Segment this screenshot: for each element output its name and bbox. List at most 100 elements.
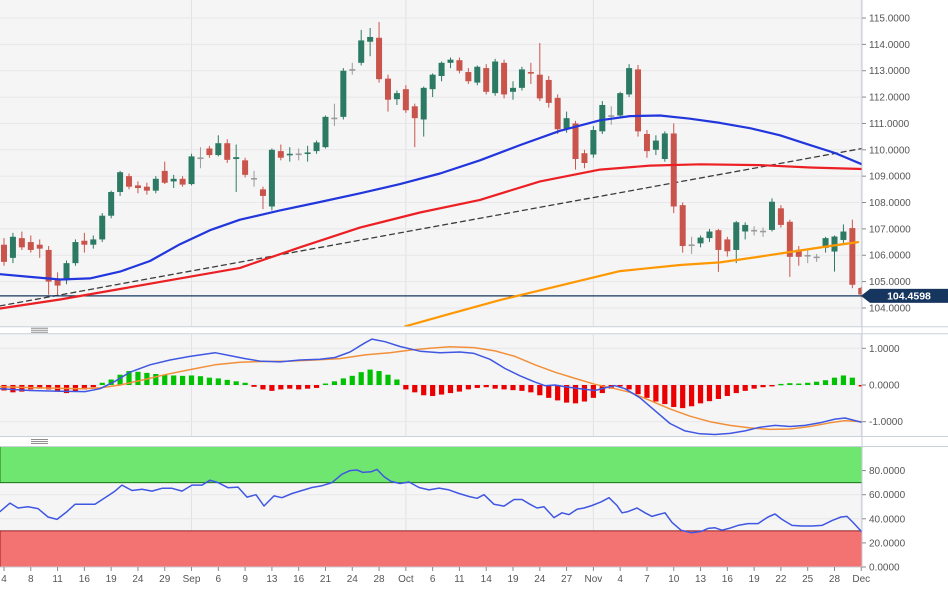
- candle-body: [36, 244, 43, 249]
- candle-body: [233, 157, 240, 160]
- macd-histogram-bar: [403, 385, 409, 390]
- candle: [27, 235, 34, 253]
- candle-body: [411, 106, 418, 119]
- time-axis-label: 22: [775, 574, 787, 585]
- time-axis-label: 21: [320, 574, 332, 585]
- candle-body: [465, 72, 472, 82]
- panel-resize-handle-1-bar[interactable]: [0, 326, 948, 334]
- time-axis-label: 11: [454, 574, 465, 585]
- macd-histogram-bar: [456, 385, 463, 392]
- macd-histogram-bar: [126, 371, 132, 385]
- macd-histogram-bar: [19, 385, 25, 392]
- drag-handle-icon[interactable]: [31, 327, 48, 333]
- candle: [295, 148, 302, 161]
- candle-body: [786, 221, 793, 257]
- panel-resize-handle-2[interactable]: [0, 436, 948, 447]
- candle: [661, 131, 668, 162]
- candle-body: [268, 149, 275, 207]
- candle: [90, 235, 97, 249]
- candle-body: [126, 176, 133, 187]
- candle-body: [420, 87, 427, 120]
- candle-body: [795, 249, 802, 257]
- candle: [331, 103, 338, 127]
- time-axis-label: 9: [242, 574, 248, 585]
- candle: [161, 161, 168, 185]
- candle: [340, 68, 347, 120]
- candle: [170, 174, 177, 189]
- panel-resize-handle-2-bar[interactable]: [0, 436, 948, 447]
- candle: [18, 231, 25, 250]
- macd-histogram-bar: [296, 385, 302, 390]
- axis-tick-label: 60.0000: [869, 490, 906, 501]
- candle-body: [590, 130, 597, 155]
- candle: [286, 147, 293, 162]
- candle-body: [349, 69, 356, 71]
- time-axis-label: 13: [695, 574, 707, 585]
- candle: [411, 103, 418, 148]
- macd-histogram-bar: [805, 382, 811, 385]
- candle: [233, 144, 240, 192]
- time-axis-label: 19: [749, 574, 761, 585]
- candle: [447, 57, 454, 69]
- candle-body: [143, 186, 150, 191]
- candle: [117, 170, 124, 196]
- macd-histogram-bar: [447, 385, 454, 394]
- axis-tick-label: -1.0000: [869, 417, 903, 428]
- candle: [45, 246, 52, 295]
- candle-body: [804, 254, 811, 257]
- time-axis-label: 16: [722, 574, 734, 585]
- candle: [1, 238, 7, 266]
- macd-histogram-bar: [376, 371, 382, 385]
- candle-body: [393, 93, 400, 100]
- candle: [510, 81, 517, 100]
- candlesticks: [1, 21, 862, 298]
- axis-tick-label: 115.0000: [869, 14, 910, 25]
- macd-histogram-bar: [197, 376, 204, 385]
- candle: [465, 68, 472, 84]
- candle-body: [849, 228, 856, 285]
- candle: [215, 135, 222, 157]
- rsi-oversold-band: [0, 530, 863, 568]
- candle-body: [108, 191, 115, 216]
- macd-histogram-bar: [537, 385, 543, 396]
- time-axis: 4 8 11 16 19 24 29 Sep 6 9 13 16 21 24 28 Oct 6 11 14 19 24 2…: [0, 566, 870, 585]
- candle: [688, 236, 695, 254]
- macd-histogram-bar: [796, 383, 802, 385]
- candle-body: [510, 87, 517, 92]
- candle-body: [170, 178, 177, 182]
- candle-body: [90, 239, 97, 245]
- candle-body: [858, 287, 862, 295]
- candle: [277, 144, 284, 161]
- candle-body: [1, 244, 7, 262]
- time-axis-label: 28: [829, 574, 841, 585]
- time-axis-label: 24: [534, 574, 546, 585]
- macd-histogram-bar: [644, 385, 650, 398]
- candle-body: [706, 231, 713, 239]
- candle: [786, 219, 793, 277]
- drag-handle-icon[interactable]: [31, 439, 48, 444]
- candle-body: [554, 97, 561, 130]
- macd-histogram-bar: [349, 375, 355, 385]
- time-axis-label: 24: [347, 574, 359, 585]
- candle-body: [813, 256, 820, 259]
- price-panel: [0, 0, 862, 327]
- candle: [99, 213, 106, 243]
- time-axis-label: 16: [293, 574, 305, 585]
- ma-red-line: [0, 163, 862, 310]
- macd-axis: 1.0000 0.0000 -1.0000: [862, 344, 903, 428]
- axis-tick-label: 113.0000: [869, 66, 910, 77]
- macd-histogram-bar: [99, 382, 105, 385]
- candle-body: [563, 118, 570, 129]
- candle: [313, 140, 320, 154]
- candle-body: [617, 93, 624, 116]
- time-axis-label: 28: [373, 574, 385, 585]
- candle: [126, 173, 133, 190]
- macd-histogram-bar: [626, 385, 632, 390]
- panel-resize-handle-1[interactable]: [0, 326, 948, 335]
- candle: [849, 219, 856, 289]
- macd-histogram-bar: [465, 385, 471, 390]
- macd-histogram-bar: [742, 385, 748, 391]
- macd-histogram-bar: [760, 385, 766, 388]
